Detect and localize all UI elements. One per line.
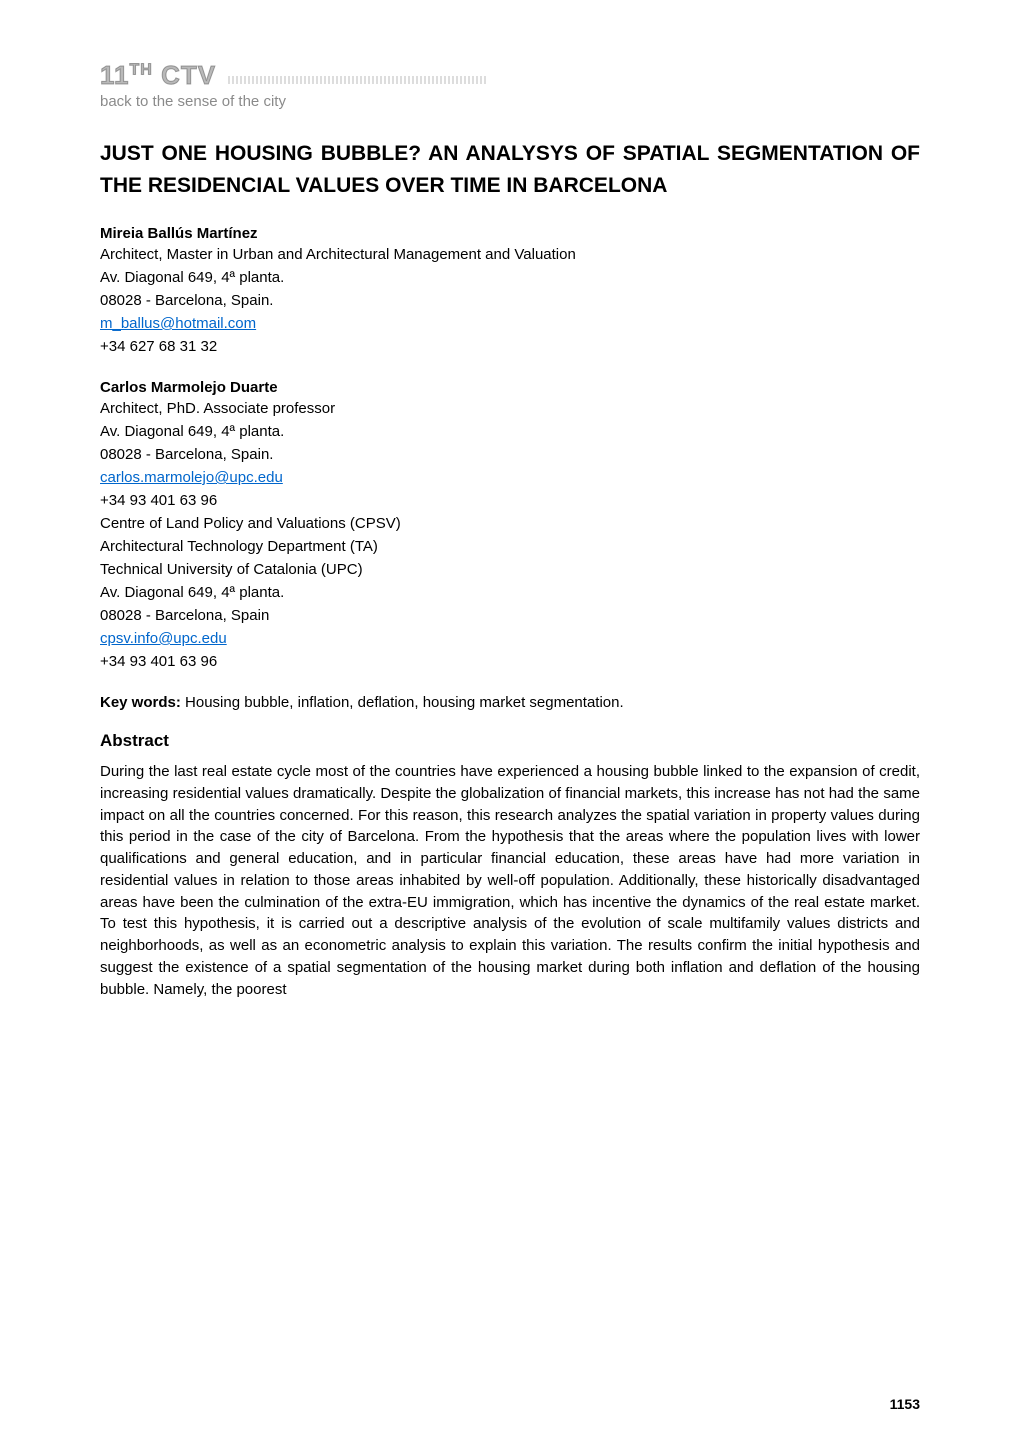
author2-address-line1: Av. Diagonal 649, 4ª planta. xyxy=(100,421,920,442)
author2-affil-email-link[interactable]: cpsv.info@upc.edu xyxy=(100,630,227,647)
author2-address-line2: 08028 - Barcelona, Spain. xyxy=(100,444,920,465)
author2-email-link[interactable]: carlos.marmolejo@upc.edu xyxy=(100,469,283,486)
logo-line: 11TH CTV xyxy=(100,60,920,91)
author2-affil-address-line2: 08028 - Barcelona, Spain xyxy=(100,605,920,626)
author1-phone: +34 627 68 31 32 xyxy=(100,336,920,357)
author1-name: Mireia Ballús Martínez xyxy=(100,225,920,242)
author2-affil-address-line1: Av. Diagonal 649, 4ª planta. xyxy=(100,582,920,603)
page-number: 1153 xyxy=(890,1396,920,1412)
author1-address-line1: Av. Diagonal 649, 4ª planta. xyxy=(100,267,920,288)
author1-email-link[interactable]: m_ballus@hotmail.com xyxy=(100,315,256,332)
keywords-text: Housing bubble, inflation, deflation, ho… xyxy=(181,694,624,711)
author-block-2: Carlos Marmolejo Duarte Architect, PhD. … xyxy=(100,379,920,672)
header-logo-block: 11TH CTV back to the sense of the city xyxy=(100,60,920,110)
keywords-line: Key words: Housing bubble, inflation, de… xyxy=(100,694,920,711)
keywords-label: Key words: xyxy=(100,694,181,711)
paper-title: JUST ONE HOUSING BUBBLE? AN ANALYSYS OF … xyxy=(100,138,920,201)
logo-subtitle: back to the sense of the city xyxy=(100,93,920,110)
abstract-heading: Abstract xyxy=(100,731,920,751)
logo-bar-decoration xyxy=(228,76,488,84)
author1-address-line2: 08028 - Barcelona, Spain. xyxy=(100,290,920,311)
author2-affil2: Architectural Technology Department (TA) xyxy=(100,536,920,557)
author-block-1: Mireia Ballús Martínez Architect, Master… xyxy=(100,225,920,357)
logo-th: TH xyxy=(130,61,153,78)
author2-name: Carlos Marmolejo Duarte xyxy=(100,379,920,396)
author2-role: Architect, PhD. Associate professor xyxy=(100,398,920,419)
author2-affil3: Technical University of Catalonia (UPC) xyxy=(100,559,920,580)
logo-ctv: CTV xyxy=(161,60,216,90)
author2-phone: +34 93 401 63 96 xyxy=(100,490,920,511)
logo-main-text: 11TH CTV xyxy=(100,60,224,90)
author1-role: Architect, Master in Urban and Architect… xyxy=(100,244,920,265)
author2-affil-phone: +34 93 401 63 96 xyxy=(100,651,920,672)
abstract-body: During the last real estate cycle most o… xyxy=(100,761,920,1000)
author2-affil1: Centre of Land Policy and Valuations (CP… xyxy=(100,513,920,534)
logo-number: 11 xyxy=(100,60,130,90)
